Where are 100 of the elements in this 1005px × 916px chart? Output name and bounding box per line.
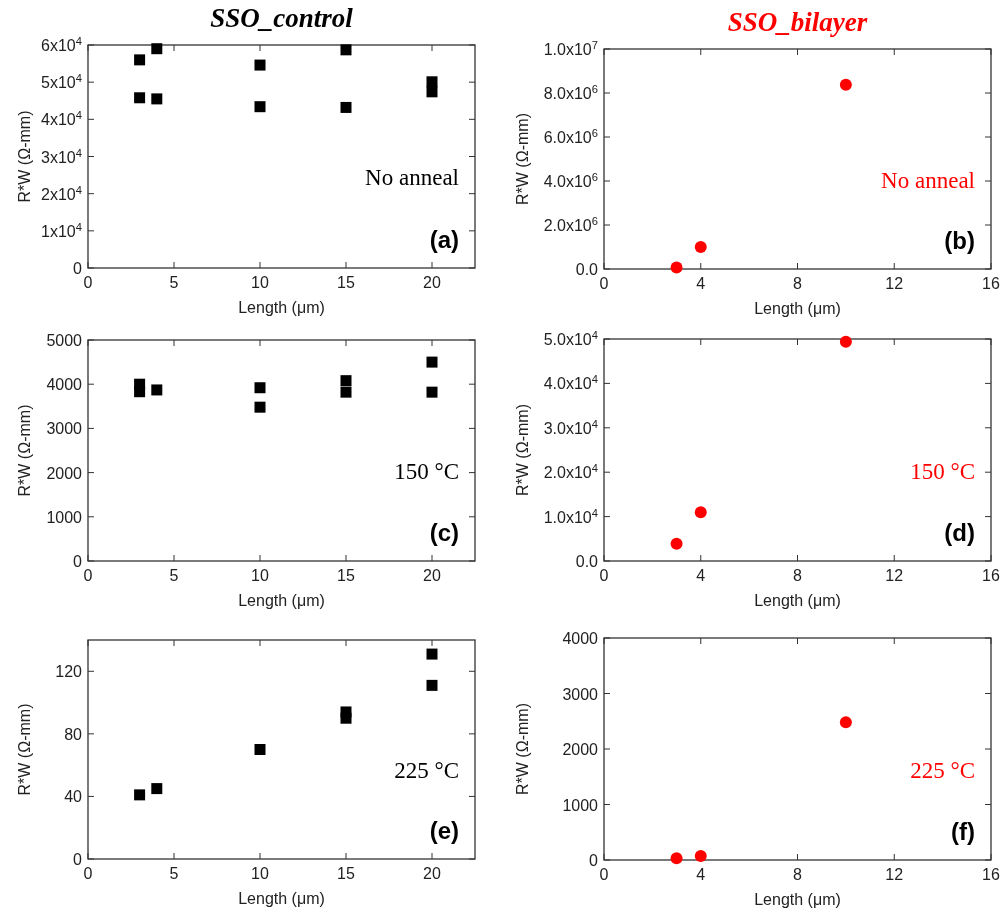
y-tick-label: 1000 bbox=[562, 796, 599, 814]
point bbox=[426, 86, 438, 98]
x-tick-label: 16 bbox=[982, 275, 1000, 292]
annotation: No anneal bbox=[365, 165, 459, 191]
point bbox=[134, 386, 146, 398]
point bbox=[839, 78, 852, 91]
x-tick-label: 10 bbox=[251, 274, 269, 291]
x-tick-label: 5 bbox=[169, 865, 179, 882]
annotation: 225 °C bbox=[394, 757, 459, 783]
point bbox=[839, 335, 852, 348]
x-axis-title: Length (μm) bbox=[754, 891, 841, 908]
point bbox=[254, 382, 266, 394]
annotation: No anneal bbox=[881, 167, 975, 193]
x-tick-label: 15 bbox=[337, 567, 355, 584]
annotation: (e) bbox=[429, 817, 459, 844]
x-tick-label: 20 bbox=[423, 865, 441, 882]
y-axis-title: R*W (Ω-mm) bbox=[16, 703, 33, 796]
x-tick-label: 4 bbox=[696, 567, 706, 584]
x-tick-label: 4 bbox=[696, 275, 706, 292]
annotation: (a) bbox=[429, 226, 459, 253]
point bbox=[254, 744, 266, 755]
y-tick-label: 4.0x10$^{6}$ bbox=[543, 171, 598, 190]
y-tick-label: 1.0x10$^{4}$ bbox=[543, 506, 598, 526]
y-tick-label: 0.0 bbox=[575, 261, 599, 278]
point bbox=[426, 679, 438, 691]
x-axis-title: Length (μm) bbox=[238, 592, 325, 609]
y-tick-label: 3x10$^{4}$ bbox=[41, 146, 82, 166]
y-axis-title: R*W (Ω-mm) bbox=[514, 113, 531, 205]
x-tick-label: 5 bbox=[169, 274, 179, 291]
y-tick-label: 3000 bbox=[46, 420, 83, 438]
y-tick-label: 2000 bbox=[46, 464, 83, 482]
point bbox=[426, 386, 438, 398]
x-axis-title: Length (μm) bbox=[754, 300, 841, 317]
point bbox=[254, 401, 266, 413]
y-tick-label: 0 bbox=[589, 852, 599, 869]
y-tick-label: 1000 bbox=[46, 508, 83, 526]
point bbox=[134, 789, 146, 801]
point bbox=[670, 537, 683, 550]
x-tick-label: 12 bbox=[885, 866, 904, 883]
point bbox=[151, 43, 163, 55]
y-tick-label: 3.0x10$^{4}$ bbox=[543, 417, 598, 437]
point bbox=[694, 241, 707, 253]
y-tick-label: 120 bbox=[55, 663, 83, 681]
point bbox=[340, 375, 352, 387]
y-tick-label: 3000 bbox=[562, 685, 599, 703]
x-tick-label: 16 bbox=[982, 866, 1000, 883]
y-tick-label: 4.0x10$^{4}$ bbox=[543, 373, 598, 393]
y-tick-label: 2.0x10$^{6}$ bbox=[543, 215, 598, 234]
y-tick-label: 40 bbox=[64, 788, 83, 806]
point bbox=[670, 261, 683, 274]
x-axis-title: Length (μm) bbox=[754, 592, 841, 609]
point bbox=[151, 93, 163, 105]
point bbox=[134, 92, 146, 104]
point bbox=[254, 59, 266, 71]
chart-title: SSO_bilayer bbox=[727, 7, 868, 37]
annotation: 150 °C bbox=[910, 458, 975, 484]
x-tick-label: 10 bbox=[251, 865, 269, 882]
chart-title: SSO_control bbox=[210, 3, 354, 33]
y-axis-title: R*W (Ω-mm) bbox=[16, 110, 33, 203]
y-tick-label: 2.0x10$^{4}$ bbox=[543, 462, 598, 482]
x-tick-label: 12 bbox=[885, 567, 904, 584]
y-tick-label: 80 bbox=[64, 725, 83, 743]
annotation: (c) bbox=[429, 519, 459, 546]
x-tick-label: 15 bbox=[337, 865, 355, 882]
point bbox=[340, 386, 352, 398]
point bbox=[254, 101, 266, 113]
x-axis-title: Length (μm) bbox=[238, 890, 325, 907]
x-tick-label: 15 bbox=[337, 274, 355, 291]
y-tick-label: 0 bbox=[73, 260, 83, 277]
point bbox=[694, 850, 707, 863]
x-tick-label: 8 bbox=[793, 866, 803, 883]
point bbox=[426, 648, 438, 660]
point bbox=[134, 54, 146, 66]
point bbox=[340, 101, 352, 113]
x-tick-label: 8 bbox=[793, 275, 803, 292]
y-tick-label: 8.0x10$^{6}$ bbox=[543, 83, 598, 102]
x-tick-label: 10 bbox=[251, 567, 269, 584]
point bbox=[151, 384, 163, 396]
y-tick-label: 5000 bbox=[46, 332, 83, 349]
y-tick-label: 0 bbox=[73, 851, 83, 868]
x-tick-label: 20 bbox=[423, 567, 441, 584]
y-tick-label: 6x10$^{4}$ bbox=[41, 35, 82, 54]
y-tick-label: 1.0x10$^{7}$ bbox=[543, 39, 598, 58]
x-axis-title: Length (μm) bbox=[238, 299, 325, 316]
point bbox=[839, 716, 852, 729]
y-tick-label: 2000 bbox=[562, 741, 599, 758]
x-tick-label: 20 bbox=[423, 274, 441, 291]
annotation: (d) bbox=[944, 519, 975, 546]
y-axis-title: R*W (Ω-mm) bbox=[16, 404, 33, 497]
y-tick-label: 2x10$^{4}$ bbox=[41, 183, 82, 203]
x-tick-label: 8 bbox=[793, 567, 803, 584]
y-tick-label: 1x10$^{4}$ bbox=[41, 220, 82, 240]
y-tick-label: 4000 bbox=[562, 630, 599, 647]
x-tick-label: 12 bbox=[885, 275, 904, 292]
y-tick-label: 5x10$^{4}$ bbox=[41, 72, 82, 92]
point bbox=[426, 76, 438, 88]
y-axis-title: R*W (Ω-mm) bbox=[514, 703, 531, 795]
point bbox=[670, 852, 683, 865]
x-tick-label: 16 bbox=[982, 567, 1000, 584]
y-axis-title: R*W (Ω-mm) bbox=[514, 404, 531, 496]
